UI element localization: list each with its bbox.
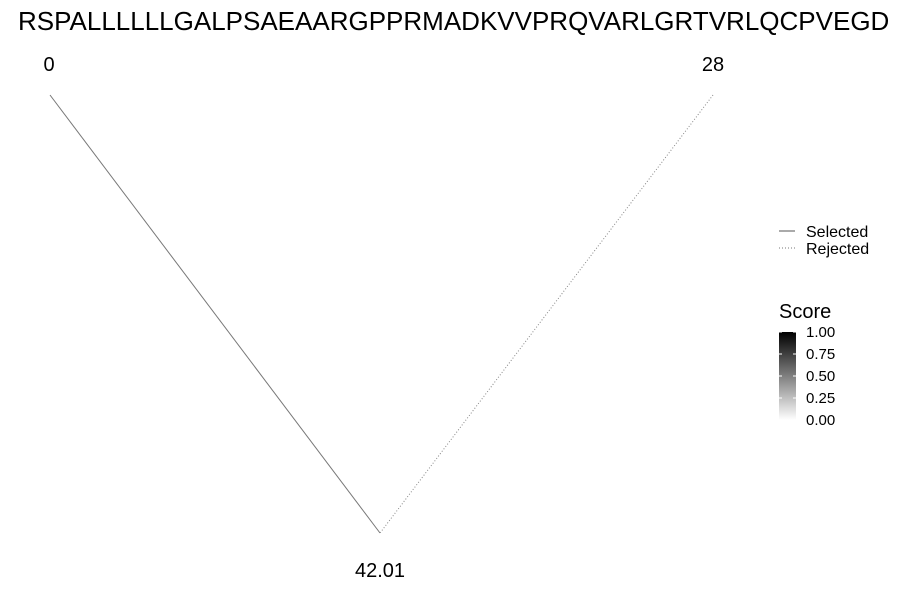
score-ticks: 1.00 0.75 0.50 0.25 0.00 [779, 324, 835, 429]
edge-left-bottom-selected [49, 94, 381, 534]
legend-rejected-label: Rejected [806, 241, 869, 258]
edge-right-bottom-rejected [379, 94, 714, 534]
score-colorbar [779, 332, 796, 420]
score-tick-label: 1.00 [806, 324, 835, 341]
line-type-legend: Selected Rejected [779, 224, 869, 258]
score-legend: Score 1.00 0.75 0.50 0.25 0.00 [779, 301, 835, 429]
legend-selected-label: Selected [806, 224, 868, 241]
node-label-right: 28 [702, 54, 724, 76]
node-label-left: 0 [43, 54, 54, 76]
score-legend-title: Score [779, 301, 831, 323]
edges-group [49, 94, 714, 534]
score-tick-label: 0.00 [806, 412, 835, 429]
score-tick-label: 0.75 [806, 346, 835, 363]
node-label-bottom: 42.01 [355, 560, 405, 582]
score-tick-label: 0.50 [806, 368, 835, 385]
sequence-title: RSPALLLLLLGALPSAEAARGPPRMADKVVPRQVARLGRT… [18, 6, 889, 36]
score-tick-label: 0.25 [806, 390, 835, 407]
